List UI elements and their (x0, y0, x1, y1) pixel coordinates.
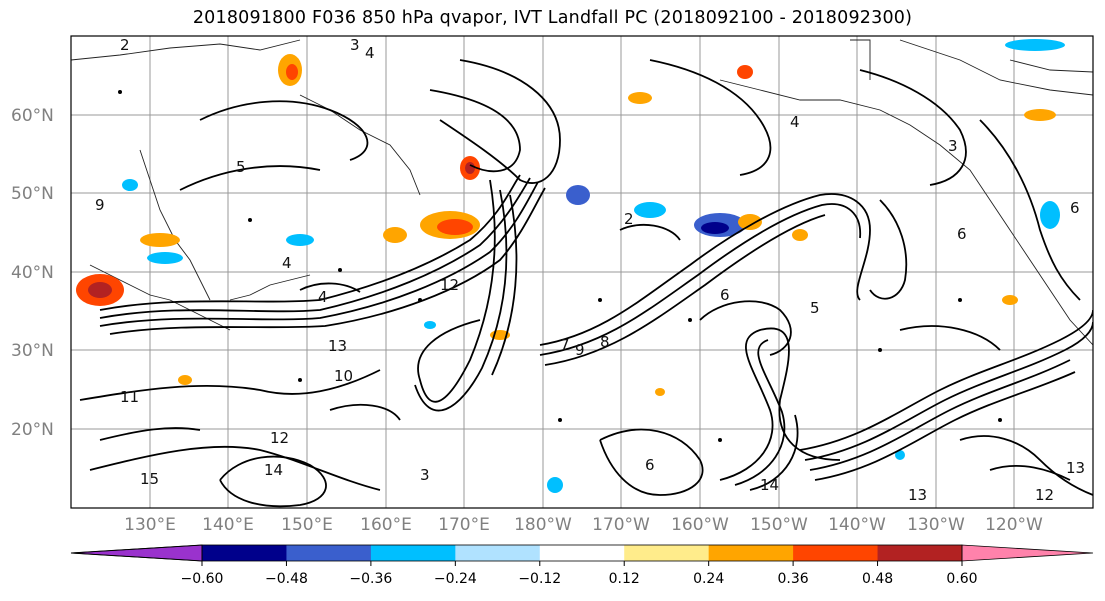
colorbar-segment (370, 545, 456, 561)
colorbar-tick-label: 0.60 (946, 571, 977, 587)
contour-label: 15 (140, 470, 159, 488)
colorbar-segment (877, 545, 963, 561)
contour-label: 10 (334, 367, 353, 385)
colorbar-segment (708, 545, 794, 561)
lat-label: 50°N (11, 184, 54, 204)
colorbar: −0.60 −0.48 −0.36 −0.24 −0.12 0.12 0.24 0.36 0.4… (70, 544, 1094, 587)
lon-label: 180°W (514, 515, 572, 535)
contour-labels: 3 4 2 9 5 4 12 13 10 11 14 15 12 3 6 7 8… (95, 36, 1085, 504)
colorbar-segment (202, 545, 287, 561)
contour-label: 13 (328, 337, 347, 355)
contour-label: 9 (95, 196, 105, 214)
lon-label: 150°E (281, 515, 333, 535)
lon-label: 130°W (907, 515, 965, 535)
contour-label: 6 (1070, 199, 1080, 217)
colorbar-tick-label: −0.12 (518, 571, 561, 587)
colorbar-tick-label: −0.24 (434, 571, 477, 587)
contour-label: 12 (1035, 486, 1054, 504)
contour-label: 8 (600, 333, 610, 351)
lon-label: 120°W (985, 515, 1043, 535)
contour-label: 9 (575, 341, 585, 359)
contour-label: 3 (350, 36, 360, 54)
lat-label: 60°N (11, 106, 54, 126)
colorbar-segment (624, 545, 710, 561)
lon-label: 160°E (360, 515, 412, 535)
colorbar-tick-label: 0.12 (609, 571, 640, 587)
colorbar-extend-low (70, 544, 203, 562)
colorbar-tick-label: 0.48 (862, 571, 893, 587)
colorbar-tick-label: −0.36 (349, 571, 392, 587)
colorbar-border-left (70, 544, 203, 562)
lat-label: 30°N (11, 341, 54, 361)
contour-label: 13 (908, 486, 927, 504)
lat-label: 20°N (11, 420, 54, 440)
contour-label: 12 (440, 276, 459, 294)
colorbar-segment (455, 545, 541, 561)
colorbar-segment (793, 545, 879, 561)
contour-label: 5 (810, 299, 820, 317)
colorbar-segment (539, 545, 625, 561)
contour-label: 4 (318, 288, 328, 306)
contour-label: 2 (624, 210, 634, 228)
contour-label: 6 (645, 456, 655, 474)
contour-label: 14 (264, 461, 283, 479)
colorbar-extend-high (961, 544, 1094, 562)
map-border (70, 35, 1094, 509)
colorbar-tick-label: −0.48 (265, 571, 308, 587)
qvapor-anomaly-fills (76, 39, 1065, 493)
contour-label: 4 (790, 113, 800, 131)
graticule (71, 36, 1093, 508)
contour-label: 3 (420, 466, 430, 484)
contour-specks (118, 90, 1002, 442)
contour-label: 14 (760, 476, 779, 494)
colorbar-tick-label: 0.36 (778, 571, 809, 587)
contour-label: 7 (560, 336, 570, 354)
contour-label: 5 (236, 158, 246, 176)
map-title: 2018091800 F036 850 hPa qvapor, IVT Land… (192, 8, 913, 28)
contour-label: 12 (270, 429, 289, 447)
lon-label: 140°E (202, 515, 254, 535)
contour-label: 13 (1066, 459, 1085, 477)
colorbar-segment (286, 545, 372, 561)
contour-label: 4 (365, 44, 375, 62)
contour-label: 6 (720, 286, 730, 304)
colorbar-tick-label: −0.60 (181, 571, 224, 587)
latitude-labels: 60°N 50°N 40°N 30°N 20°N (11, 106, 54, 440)
contour-label: 2 (120, 36, 130, 54)
lon-label: 170°E (438, 515, 490, 535)
longitude-labels: 130°E 140°E 150°E 160°E 170°E 180°W 170°… (124, 515, 1043, 535)
contour-label: 4 (282, 254, 292, 272)
contour-label: 3 (948, 137, 958, 155)
contour-lines (79, 59, 1093, 508)
lon-label: 160°W (671, 515, 729, 535)
lat-label: 40°N (11, 263, 54, 283)
lon-label: 140°W (828, 515, 886, 535)
lon-label: 170°W (592, 515, 650, 535)
lon-label: 130°E (124, 515, 176, 535)
contour-label: 6 (957, 225, 967, 243)
lon-label: 150°W (750, 515, 808, 535)
colorbar-tick-label: 0.24 (693, 571, 724, 587)
contour-label: 11 (120, 388, 139, 406)
